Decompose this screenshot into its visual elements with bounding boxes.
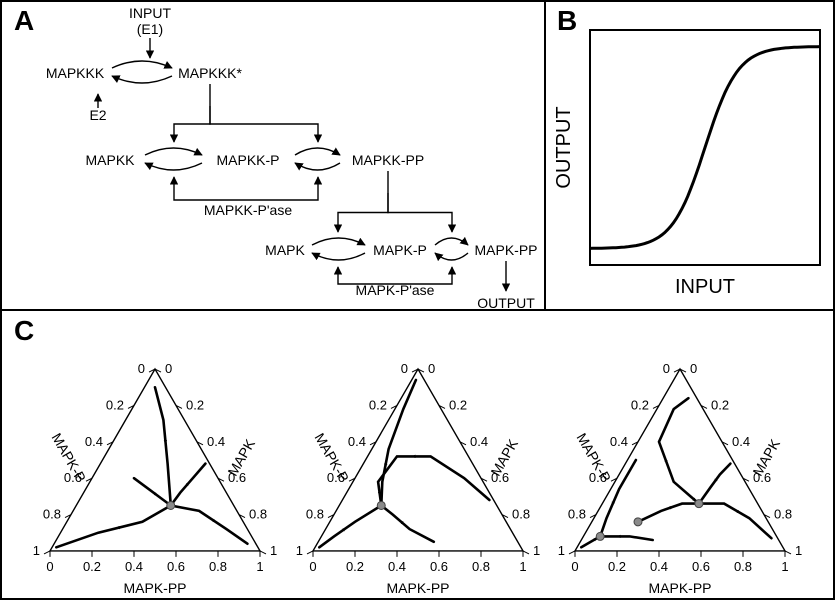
y-axis-label: OUTPUT [553,106,575,188]
tick-bottom: 0 [571,559,578,574]
trajectory [56,506,171,548]
trajectory [638,504,699,522]
tick-left: 0 [663,361,670,376]
panel-c: C 0110.20.80.80.40.60.60.60.40.40.80.20.… [0,310,835,600]
panel-a: A INPUT (E1) MAPKKK MAPKKK* MAPKK MAPKK-P MA… [0,0,545,310]
ternary-1: 0110.20.80.80.40.60.60.60.40.40.80.20.21… [33,361,277,596]
tick-bottom: 0.4 [125,559,143,574]
trajectory [659,398,699,503]
tick-right: 0 [165,361,172,376]
trajectory [171,464,206,506]
tick-bottom: 0 [309,559,316,574]
tick-left: 0.8 [568,507,586,522]
fixed-point [596,532,604,540]
tick-right: 1 [795,543,802,558]
fixed-point [167,501,175,509]
tick-left: 0 [401,361,408,376]
node-k_p: MAPK-P [373,242,427,258]
tick-bottom: 0.8 [734,559,752,574]
tick-bottom: 1 [519,559,526,574]
tick-left: 0 [138,361,145,376]
fixed-point [695,500,703,508]
panel-a-label: A [14,5,34,36]
tick-bottom: 0.2 [608,559,626,574]
tick-left: 0.2 [631,397,649,412]
e2-label: E2 [89,107,106,123]
tick-left: 0.2 [106,397,124,412]
tick-bottom: 0.8 [209,559,227,574]
node-kk_pp: MAPKK-PP [352,152,424,168]
tick-bottom: 0.2 [83,559,101,574]
tick-left: 0.8 [306,507,324,522]
tick-right: 1 [533,543,540,558]
tick-left: 0.2 [369,397,387,412]
axis-right-label: MAPK [224,436,258,479]
tick-bottom: 0.6 [167,559,185,574]
trajectory [171,506,248,544]
trajectory [381,506,434,542]
trajectory [699,464,731,504]
node-k: MAPK [265,242,305,258]
tick-left: 1 [558,543,565,558]
tick-bottom: 0.6 [430,559,448,574]
tick-right: 0.4 [207,434,225,449]
tick-right: 0.8 [774,507,792,522]
tick-right: 0.4 [732,434,750,449]
panel-b: B INPUT OUTPUT [545,0,835,310]
tick-left: 0.4 [85,434,103,449]
node-kk_pase: MAPKK-P'ase [204,202,292,218]
panel-b-label: B [557,5,577,36]
trajectory [134,478,171,505]
axis-bottom-label: MAPK-PP [123,580,186,596]
x-axis-label: INPUT [675,276,735,298]
tick-bottom: 1 [256,559,263,574]
input-label: INPUT [129,5,171,21]
axis-bottom-label: MAPK-PP [386,580,449,596]
tick-right: 0 [428,361,435,376]
node-kk_p: MAPKK-P [216,152,279,168]
e1-label: (E1) [137,21,163,37]
axis-right-label: MAPK [749,436,783,479]
tick-bottom: 0 [46,559,53,574]
tick-right: 0.8 [249,507,267,522]
fixed-point [377,501,385,509]
figure-root: A INPUT (E1) MAPKKK MAPKKK* MAPKK MAPKK-P MA… [0,0,835,600]
panel-c-label: C [14,315,34,346]
tick-right: 0.2 [449,397,467,412]
sigmoid-curve [590,47,820,249]
fixed-point [634,518,642,526]
tick-right: 0 [690,361,697,376]
tick-bottom: 1 [781,559,788,574]
tick-left: 0.4 [610,434,628,449]
tick-right: 0.2 [711,397,729,412]
ternary-2: 0110.20.80.80.40.60.60.60.40.40.80.20.21… [296,361,540,596]
ternary-3: 0110.20.80.80.40.60.60.60.40.40.80.20.21… [558,361,802,596]
node-k_pp: MAPK-PP [474,242,537,258]
trajectory [155,387,171,505]
axis-bottom-label: MAPK-PP [648,580,711,596]
node-output: OUTPUT [477,295,535,310]
trajectory [600,536,653,540]
tick-left: 1 [33,543,40,558]
tick-bottom: 0.2 [346,559,364,574]
tick-bottom: 0.4 [650,559,668,574]
tick-right: 0.8 [512,507,530,522]
tick-left: 1 [296,543,303,558]
tick-right: 1 [270,543,277,558]
axis-right-label: MAPK [487,436,521,479]
node-kkk_s: MAPKKK* [178,65,242,81]
tick-left: 0.4 [348,434,366,449]
node-kk: MAPKK [85,152,135,168]
tick-right: 0.4 [470,434,488,449]
tick-left: 0.8 [43,507,61,522]
trajectory [319,506,381,548]
tick-bottom: 0.4 [388,559,406,574]
tick-bottom: 0.6 [692,559,710,574]
node-kkk: MAPKKK [46,65,105,81]
tick-bottom: 0.8 [472,559,490,574]
tick-right: 0.2 [186,397,204,412]
